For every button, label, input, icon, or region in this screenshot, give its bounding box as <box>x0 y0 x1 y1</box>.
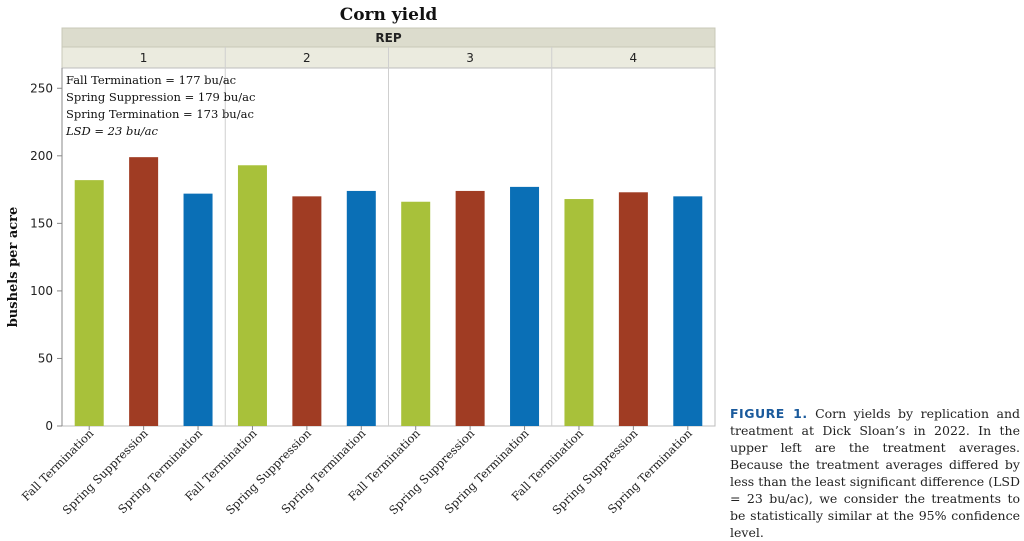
bar-rep2-spring-suppression <box>292 196 322 426</box>
bar-rep1-spring-termination <box>183 193 213 426</box>
y-tick-label: 150 <box>30 216 53 230</box>
annotation-3: Spring Termination = 173 bu/ac <box>66 107 254 121</box>
y-axis-label: bushels per acre <box>6 207 21 328</box>
annotation-2: Spring Suppression = 179 bu/ac <box>66 90 255 104</box>
corn-yield-chart: Corn yield REP 0 50 100 150 200 250 bushels per … <box>0 0 718 518</box>
bar-rep1-fall-termination <box>74 180 104 426</box>
y-tick-label: 200 <box>30 149 53 163</box>
title-background <box>0 0 718 30</box>
panel-label-rep-3: 3 <box>466 51 474 65</box>
bar-rep3-spring-suppression <box>455 190 485 426</box>
bar-rep4-fall-termination <box>564 199 594 426</box>
figure-caption: FIGURE 1. Corn yields by replication and… <box>730 405 1020 541</box>
panel-label-rep-2: 2 <box>303 51 311 65</box>
bar-rep2-fall-termination <box>237 165 267 426</box>
panel-label-rep-1: 1 <box>140 51 148 65</box>
annotation-4: LSD = 23 bu/ac <box>65 124 158 138</box>
y-tick-label: 250 <box>30 81 53 95</box>
y-tick-label: 0 <box>45 419 53 433</box>
figure-caption-text: Corn yields by replication and treatment… <box>730 406 1020 540</box>
chart-title: Corn yield <box>340 5 438 25</box>
y-tick-label: 50 <box>38 351 53 365</box>
y-tick-label: 100 <box>30 284 53 298</box>
panel-label-rep-4: 4 <box>630 51 638 65</box>
bar-rep2-spring-termination <box>346 190 376 426</box>
rep-header-label: REP <box>375 31 401 45</box>
bar-rep3-fall-termination <box>401 201 431 426</box>
bar-rep1-spring-suppression <box>129 157 159 426</box>
figure-label: FIGURE 1. <box>730 406 808 421</box>
bar-rep4-spring-suppression <box>618 192 648 426</box>
bar-rep4-spring-termination <box>673 196 703 426</box>
annotation-1: Fall Termination = 177 bu/ac <box>66 73 236 87</box>
bar-rep3-spring-termination <box>510 186 540 426</box>
